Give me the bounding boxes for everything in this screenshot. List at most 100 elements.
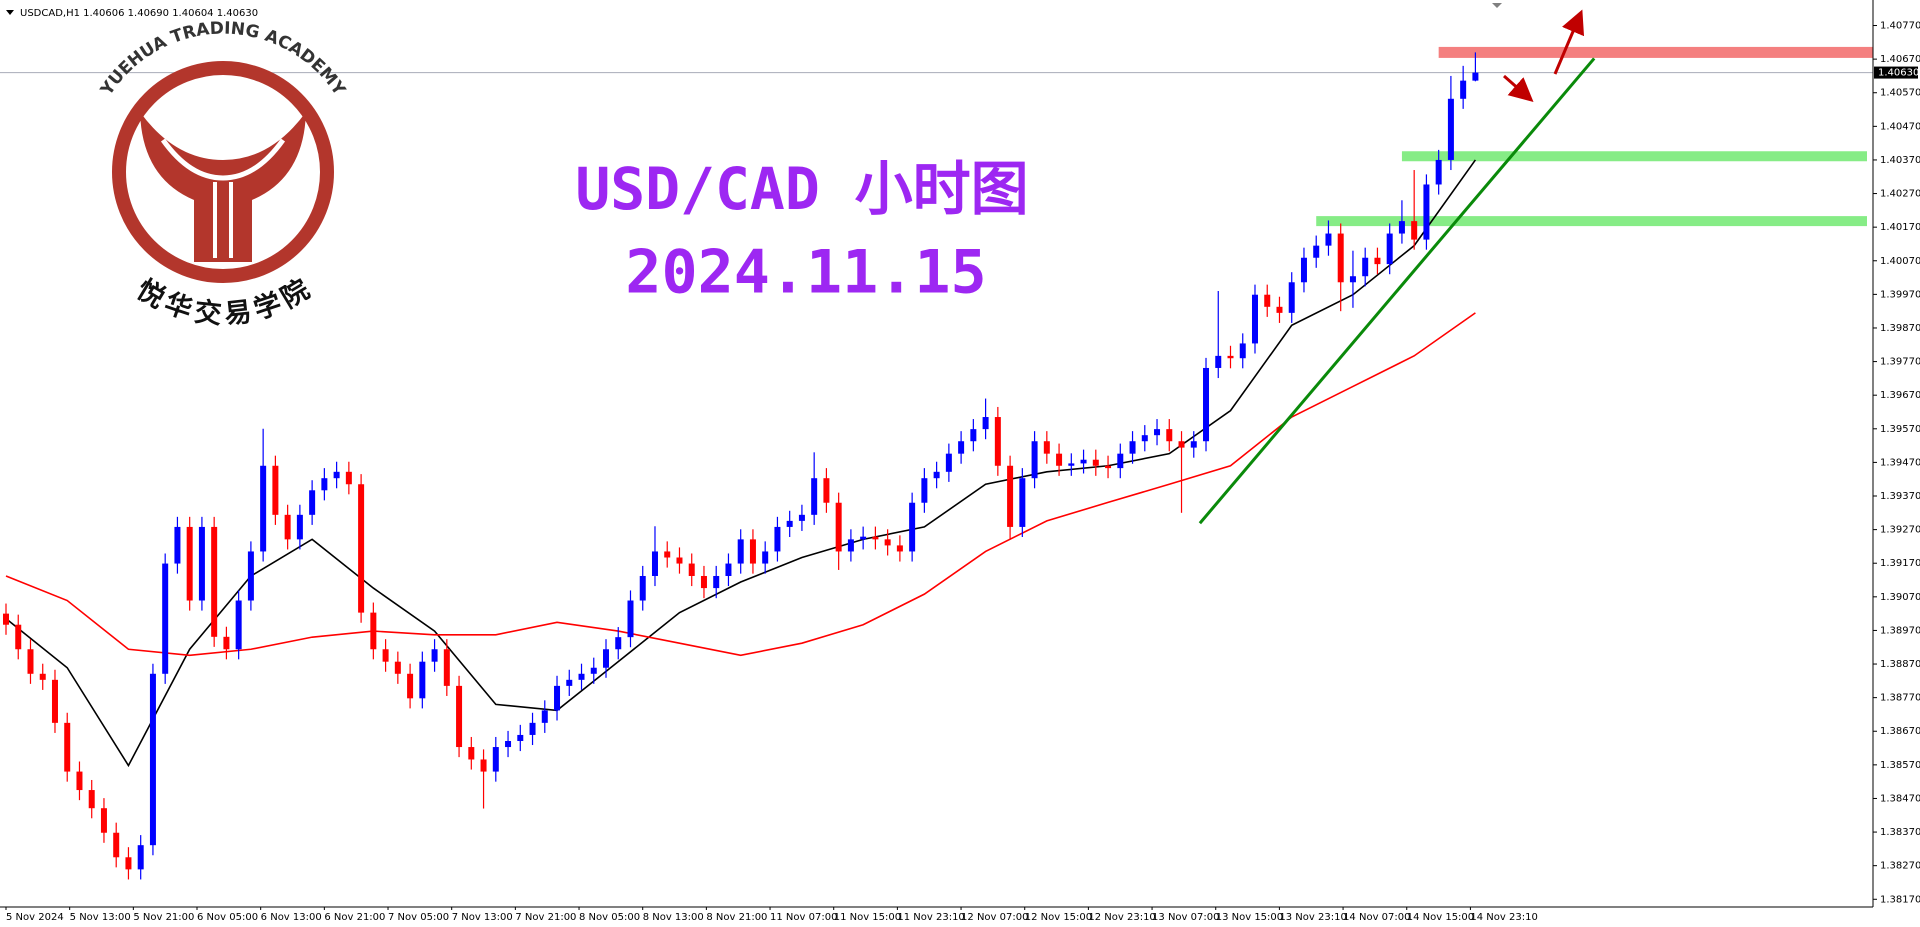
candle-body <box>100 808 107 833</box>
candle-body <box>1068 463 1075 466</box>
candle-body <box>1423 184 1430 240</box>
candle-body <box>321 478 328 491</box>
candle-body <box>884 539 891 546</box>
candle-body <box>1227 355 1234 359</box>
level-zone <box>1401 151 1867 162</box>
candle-body <box>1447 98 1454 160</box>
candle-body <box>676 557 683 564</box>
candle-body <box>3 613 9 625</box>
y-tick-label: 1.39370 <box>1880 491 1920 502</box>
x-tick-label: 14 Nov 15:00 <box>1407 912 1474 923</box>
chart-title: USD/CAD 小时图 <box>575 155 1028 223</box>
y-tick-label: 1.40070 <box>1880 256 1920 267</box>
x-tick-label: 13 Nov 23:10 <box>1279 912 1346 923</box>
candle-body <box>370 612 377 650</box>
x-tick-label: 13 Nov 07:00 <box>1152 912 1219 923</box>
candle-body <box>823 478 830 503</box>
y-tick-label: 1.39070 <box>1880 592 1920 603</box>
moving-average <box>5 312 1476 657</box>
candle-body <box>1325 233 1332 246</box>
candle-body <box>566 679 573 686</box>
candle-body <box>1337 233 1344 283</box>
level-zone <box>1316 216 1867 227</box>
candle-body <box>1374 257 1381 265</box>
logo-emblem-line <box>160 138 286 181</box>
x-tick-label: 5 Nov 21:00 <box>133 912 194 923</box>
candle-body <box>982 417 989 430</box>
x-tick-label: 5 Nov 13:00 <box>70 912 131 923</box>
candle-body <box>174 526 181 564</box>
candle-body <box>407 673 414 699</box>
candle-body <box>1472 72 1479 81</box>
candle-body <box>1313 245 1320 258</box>
x-tick-label: 11 Nov 07:00 <box>770 912 837 923</box>
candle-body <box>786 520 793 527</box>
candle-body <box>284 514 291 540</box>
y-tick-label: 1.40770 <box>1880 21 1920 32</box>
candle-body <box>1154 429 1161 436</box>
candle-body <box>1117 453 1124 469</box>
candle-body <box>64 722 71 772</box>
x-tick-label: 7 Nov 05:00 <box>388 912 449 923</box>
candle-body <box>296 514 303 540</box>
y-tick-label: 1.38270 <box>1880 861 1920 872</box>
front-layer: 1.40770 1.40670 1.40570 1.40470 1.40370 1.402… <box>3 21 1920 923</box>
candle-body <box>762 551 769 564</box>
candle-body <box>137 845 144 870</box>
y-tick-label: 1.39170 <box>1880 558 1920 569</box>
candle-body <box>1300 257 1307 283</box>
candle-body <box>1288 282 1295 313</box>
candle-body <box>443 649 450 686</box>
candle-body <box>211 526 218 637</box>
candle-body <box>541 710 548 723</box>
candle-body <box>1166 429 1173 442</box>
candle-body <box>1105 465 1112 469</box>
candle-body <box>419 661 426 699</box>
candle-body <box>811 478 818 515</box>
candle-body <box>1080 459 1087 464</box>
x-tick-label: 11 Nov 15:00 <box>834 912 901 923</box>
y-tick-label: 1.38570 <box>1880 760 1920 771</box>
candle-body <box>688 563 695 576</box>
y-tick-label: 1.38170 <box>1880 894 1920 905</box>
candle-body <box>1141 435 1148 442</box>
x-tick-label: 6 Nov 05:00 <box>197 912 258 923</box>
candle-body <box>737 539 744 564</box>
candle-body <box>1386 233 1393 265</box>
candle-body <box>554 685 561 711</box>
x-tick-label: 7 Nov 21:00 <box>515 912 576 923</box>
candle-body <box>345 471 352 485</box>
candle-body <box>945 453 952 472</box>
header-menu-icon[interactable] <box>6 10 14 15</box>
candle-body <box>749 539 756 564</box>
candle-body <box>578 673 585 680</box>
candle-body <box>198 526 205 601</box>
x-tick-label: 8 Nov 05:00 <box>579 912 640 923</box>
candle-body <box>358 484 365 613</box>
candle-body <box>27 649 34 674</box>
y-tick-label: 1.39970 <box>1880 289 1920 300</box>
trend-line <box>1198 57 1596 525</box>
candle-body <box>970 429 977 442</box>
candle-body <box>492 747 499 772</box>
candle-body <box>847 539 854 552</box>
candle-body <box>1129 441 1136 454</box>
x-tick-label: 12 Nov 15:00 <box>1025 912 1092 923</box>
candle-body <box>247 551 254 601</box>
back-layer <box>0 46 1873 227</box>
y-tick-label: 1.39470 <box>1880 457 1920 468</box>
candle-body <box>1203 367 1210 442</box>
candle-body <box>456 685 463 748</box>
header-text: USDCAD,H1 1.40606 1.40690 1.40604 1.4063… <box>20 8 258 19</box>
candle-body <box>468 747 475 760</box>
x-tick-label: 5 Nov 2024 <box>6 912 64 923</box>
candle-body <box>162 563 169 674</box>
x-tick-label: 12 Nov 07:00 <box>961 912 1028 923</box>
candle-body <box>713 575 720 589</box>
candle-body <box>1092 459 1099 466</box>
y-tick-label: 1.40170 <box>1880 222 1920 233</box>
candle-body <box>1276 306 1283 313</box>
y-tick-label: 1.39670 <box>1880 390 1920 401</box>
x-tick-label: 11 Nov 23:10 <box>897 912 964 923</box>
candle-body <box>505 740 512 748</box>
